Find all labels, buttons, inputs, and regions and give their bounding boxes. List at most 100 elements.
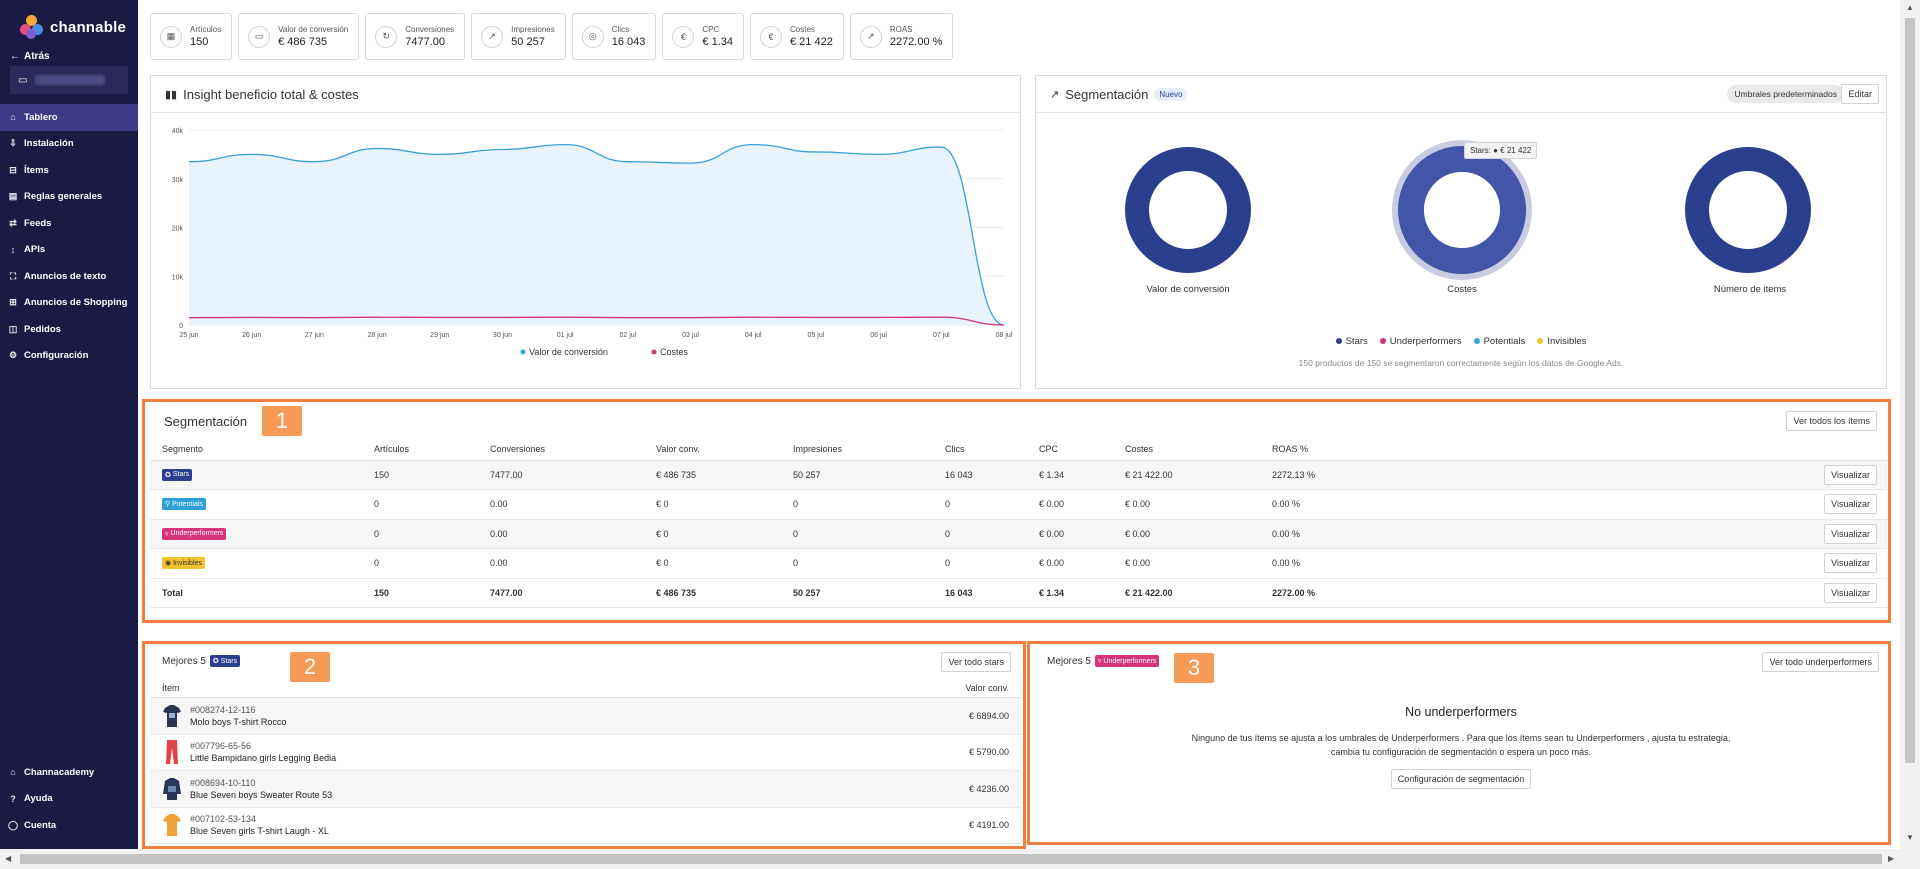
x-tick-label: 26 jun (242, 332, 261, 339)
legend-dot (1537, 338, 1544, 344)
legend-dot (1335, 338, 1342, 344)
list-item[interactable]: #007102-53-134 Blue Seven girls T-shirt L… (150, 808, 1021, 844)
donut-costes[interactable] (1398, 146, 1526, 274)
legend-underperformers[interactable]: Underperformers (1379, 336, 1462, 347)
sidebar-item-anuncios-de-texto[interactable]: ⛶ Anuncios de texto (0, 263, 138, 290)
sidebar-item-reglas-generales[interactable]: ▤ Reglas generales (0, 184, 138, 211)
col-articulos: Artículos (362, 439, 478, 461)
kpi-valor-de-conversion: ▭ Valor de conversión € 486 735 (238, 13, 360, 60)
cell: 0.00 % (1260, 548, 1490, 579)
kpi-conversiones: ↻ Conversiones 7477.00 (365, 13, 466, 60)
view-all-underperformers-button[interactable]: Ver todo underperformers (1762, 652, 1879, 672)
col-cpc: CPC (1027, 439, 1113, 461)
scroll-right-icon[interactable]: ▶ (1888, 854, 1895, 863)
cell: 0.00 (478, 489, 644, 520)
horizontal-scroll-thumb[interactable] (20, 854, 1882, 864)
vertical-scroll-thumb[interactable] (1905, 18, 1915, 763)
cell: 16 043 (933, 460, 1027, 490)
view-all-stars-button[interactable]: Ver todo stars (941, 652, 1011, 672)
total-cell: € 21 422.00 (1113, 578, 1260, 608)
donut-label-item-count: Número de items (1713, 284, 1787, 295)
visualize-button[interactable]: Visualizar (1824, 494, 1877, 515)
text-ads-icon: ⛶ (9, 270, 17, 281)
line-chart-icon: ↗ (1050, 88, 1060, 101)
x-tick-label: 08 jul (996, 332, 1013, 339)
visualize-button[interactable]: Visualizar (1824, 464, 1877, 485)
scroll-down-icon[interactable]: ▼ (1906, 833, 1914, 842)
visualize-button[interactable]: Visualizar (1824, 523, 1877, 544)
underperformers-icon: ▿ (165, 530, 169, 538)
product-name: Molo boys T-shirt Rocco (190, 716, 287, 727)
brand[interactable]: channable (0, 0, 138, 42)
sidebar-item-configuracion[interactable]: ⚙ Configuración (0, 343, 138, 370)
scroll-up-icon[interactable]: ▲ (1906, 3, 1914, 12)
sidebar-item-pedidos[interactable]: ◫ Pedidos (0, 316, 138, 343)
segmentation-chart-panel: ↗ Segmentación Nuevo Umbrales predetermi… (1035, 75, 1887, 389)
empty-title: No underperformers (1405, 705, 1517, 719)
kpi-label: Impresiones (511, 25, 555, 34)
dashboard-icon: ⌂ (10, 112, 16, 123)
col-costes: Costes (1113, 439, 1260, 461)
sidebar-item-feeds[interactable]: ⇄ Feeds (0, 210, 138, 237)
x-tick-label: 06 jul (870, 332, 887, 339)
segment-badge-invisibles: ◉ Invisibles (162, 557, 205, 570)
articles-icon: ▦ (160, 25, 182, 48)
insight-chart[interactable]: 0 10k 20k 30k 40k 25 jun 26 jun 27 jun 28 jun 29 … (151, 113, 1020, 388)
sidebar-item-channacademy[interactable]: ⌂ Channacademy (0, 759, 138, 786)
clicks-icon: ◎ (581, 25, 604, 48)
channable-logo-icon (20, 15, 44, 39)
view-all-items-button[interactable]: Ver todos los ítems (1786, 411, 1877, 431)
stars-badge: ✪ Stars (209, 655, 241, 667)
vertical-scrollbar[interactable]: ▲ ▼ (1900, 0, 1920, 849)
legend-potentials[interactable]: Potentials (1473, 336, 1525, 347)
list-item[interactable]: #007796-65-56 Little Bampidano girls Legg… (150, 735, 1021, 771)
table-row: ▿ Underperformers 0 0.00 € 0 0 0 € 0.00 € 0.00 0.… (150, 519, 1887, 549)
x-tick-label: 30 jun (493, 332, 512, 339)
back-link[interactable]: ← Atrás (0, 42, 138, 64)
cell: € 0.00 (1113, 548, 1260, 579)
edit-button[interactable]: Editar (1841, 84, 1879, 104)
sidebar-item-label: Configuración (24, 350, 89, 362)
scroll-left-icon[interactable]: ◀ (5, 854, 12, 863)
legend-label-0: Valor de conversión (529, 347, 608, 357)
segment-badge-stars: ✪ Stars (162, 468, 193, 481)
default-thresholds-button[interactable]: Umbrales predeterminados (1727, 85, 1844, 103)
callout-3: 3 (1174, 653, 1214, 683)
legend-label: Invisibles (1547, 336, 1587, 347)
product-thumbnail (162, 703, 182, 729)
list-item[interactable]: #008274-12-116 Molo boys T-shirt Rocco € 6… (150, 698, 1021, 735)
cell: 0.00 % (1260, 489, 1490, 520)
list-item[interactable]: #008694-10-110 Blue Seven boys Sweater Ro… (150, 771, 1021, 808)
sidebar-item-apis[interactable]: ↕ APIs (0, 237, 138, 264)
legend-invisibles[interactable]: Invisibles (1537, 336, 1586, 347)
rules-icon: ▤ (8, 191, 18, 202)
sidebar-item-tablero[interactable]: ⌂ Tablero (0, 104, 138, 131)
segmentation-config-button[interactable]: Configuración de segmentación (1390, 769, 1532, 789)
cell: 0.00 (478, 519, 644, 549)
cell: € 0.00 (1113, 519, 1260, 549)
conversion-value-icon: ▭ (248, 25, 271, 48)
segment-badge-potentials: ⚲ Potentials (162, 498, 206, 511)
sidebar-item-items[interactable]: ⊟ Ítems (0, 157, 138, 184)
legend-label: Underperformers (1389, 336, 1462, 347)
horizontal-scrollbar[interactable]: ◀ ▶ (0, 849, 1920, 869)
kpi-impresiones: ↗ Impresiones 50 257 (471, 13, 566, 60)
cell: € 0.00 (1027, 548, 1113, 579)
x-tick-label: 04 jul (745, 332, 762, 339)
product-name: Blue Seven girls T-shirt Laugh - XL (190, 826, 329, 837)
donut-valor-de-conversion[interactable] (1125, 147, 1251, 273)
project-selector[interactable]: ▭ (10, 66, 128, 94)
sidebar-item-cuenta[interactable]: ◯ Cuenta (0, 812, 138, 839)
visualize-button[interactable]: Visualizar (1824, 582, 1877, 603)
legend-stars[interactable]: Stars (1335, 336, 1368, 347)
sidebar-item-anuncios-de-shopping[interactable]: ⊞ Anuncios de Shopping (0, 290, 138, 317)
segment-badge-underperformers: ▿ Underperformers (162, 527, 227, 540)
visualize-button[interactable]: Visualizar (1824, 553, 1877, 574)
sidebar-item-instalacion[interactable]: ⇩ Instalación (0, 131, 138, 158)
sidebar-item-label: Pedidos (24, 323, 61, 335)
segmentation-table-head: Segmento Artículos Conversiones Valor conv.… (150, 439, 1887, 461)
top-underperformers-title: Mejores 5 (1047, 655, 1091, 667)
sidebar-item-ayuda[interactable]: ? Ayuda (0, 786, 138, 813)
col-conversiones: Conversiones (478, 439, 644, 461)
donut-numero-de-items[interactable] (1685, 147, 1811, 273)
